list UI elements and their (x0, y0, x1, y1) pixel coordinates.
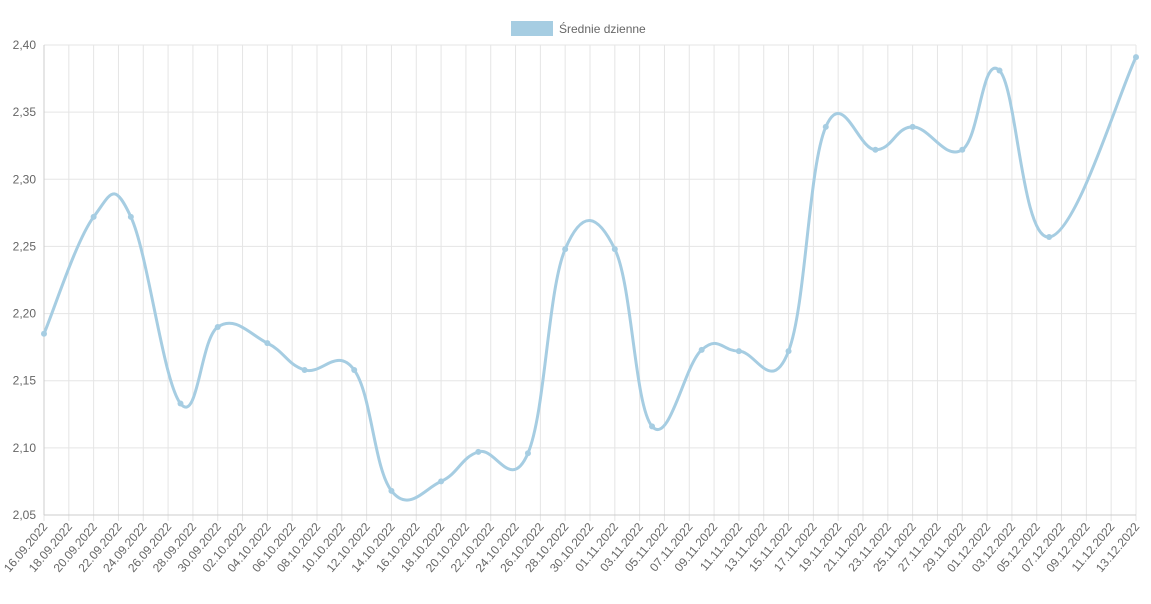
legend-label: Średnie dzienne (559, 21, 646, 36)
data-point (438, 478, 445, 485)
y-tick-label: 2,15 (13, 374, 37, 388)
data-point (524, 450, 531, 457)
data-point (90, 213, 97, 220)
y-tick-label: 2,05 (13, 508, 37, 522)
data-point (735, 348, 742, 355)
y-tick-label: 2,40 (13, 38, 37, 52)
data-point (301, 366, 308, 373)
y-tick-label: 2,25 (13, 239, 37, 253)
data-point (388, 487, 395, 494)
data-point (611, 246, 618, 253)
data-point (909, 123, 916, 130)
y-tick-label: 2,30 (13, 172, 37, 186)
data-point (475, 448, 482, 455)
legend-swatch (511, 21, 553, 36)
data-point (872, 146, 879, 153)
data-point (698, 346, 705, 353)
data-point (822, 123, 829, 130)
data-line (42, 56, 1138, 502)
data-point (649, 423, 656, 430)
data-point (351, 366, 358, 373)
y-tick-label: 2,10 (13, 441, 37, 455)
data-point (1133, 54, 1139, 61)
data-point (264, 340, 271, 347)
y-tick-label: 2,20 (13, 307, 37, 321)
data-point (785, 348, 792, 355)
data-point (959, 146, 966, 153)
data-point (1046, 234, 1053, 241)
y-tick-label: 2,35 (13, 105, 37, 119)
data-point (996, 67, 1003, 74)
data-point (127, 213, 134, 220)
data-point (562, 246, 569, 253)
data-point (214, 324, 221, 330)
data-point (177, 400, 184, 407)
data-point (41, 330, 47, 337)
